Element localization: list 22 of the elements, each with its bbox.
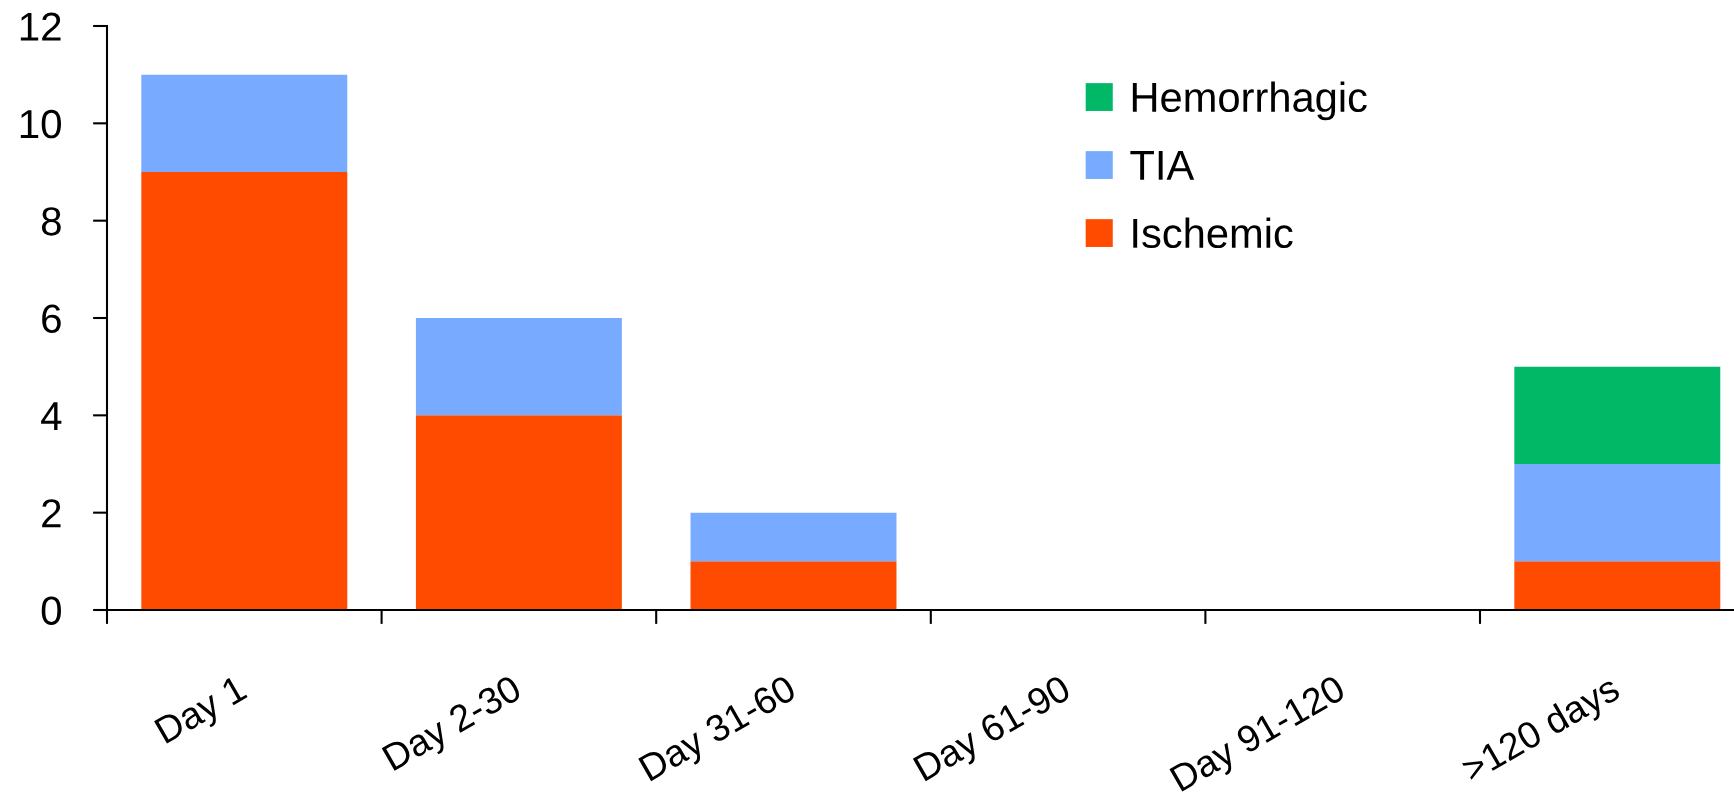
- bar: [415, 415, 622, 610]
- x-tick-label: Day 1: [154, 674, 252, 751]
- y-tick-label: 12: [20, 12, 61, 41]
- legend-label: Hemorrhagic: [1132, 81, 1367, 121]
- y-tick-label: 2: [42, 499, 61, 528]
- bar: [415, 318, 622, 416]
- legend-label: Ischemic: [1133, 217, 1293, 249]
- x-tick-label: >120 days: [1459, 673, 1625, 790]
- x-tick-label: Day 2-30: [381, 674, 527, 778]
- y-tick-label: 0: [41, 596, 61, 625]
- legend-label: TIA: [1130, 151, 1195, 180]
- bar: [1514, 561, 1721, 610]
- bar: [690, 512, 897, 562]
- bar: [690, 561, 897, 610]
- bar: [1514, 464, 1721, 562]
- y-tick-label: 10: [20, 109, 61, 139]
- bar: [141, 74, 348, 172]
- y-tick-label: 4: [41, 402, 62, 430]
- y-tick-label: 6: [42, 304, 61, 333]
- bar: [1514, 366, 1721, 464]
- y-tick-label: 8: [41, 207, 61, 236]
- bar: [141, 172, 348, 610]
